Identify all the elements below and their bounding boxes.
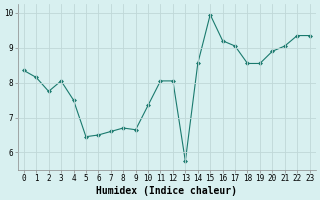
X-axis label: Humidex (Indice chaleur): Humidex (Indice chaleur)	[96, 186, 237, 196]
